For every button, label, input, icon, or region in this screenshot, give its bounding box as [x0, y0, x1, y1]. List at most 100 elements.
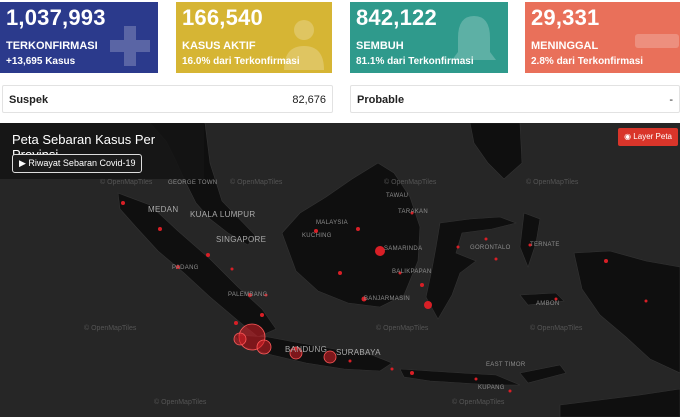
case-dot	[410, 211, 414, 215]
city-label: SINGAPORE	[216, 235, 267, 244]
map-header: Peta Sebaran Kasus Per Provinsi ▶ Riwaya…	[0, 123, 204, 179]
recovered-value: 842,122	[356, 5, 437, 30]
land-nusa	[399, 368, 521, 386]
card-deaths: 29,331 MENINGGAL 2.8% dari Terkonfirmasi	[525, 2, 680, 73]
province-map[interactable]: GEORGE TOWN MEDAN KUALA LUMPUR SINGAPORE…	[0, 123, 680, 417]
case-dot	[248, 293, 252, 297]
case-dot	[375, 246, 385, 256]
map-attribution: © OpenMapTiles	[530, 325, 583, 332]
case-dot	[398, 271, 402, 275]
probable-label: Probable	[357, 94, 405, 106]
case-dot	[644, 299, 648, 303]
confirmed-label: TERKONFIRMASI	[6, 40, 98, 52]
case-dot	[361, 296, 367, 302]
probable-row: Probable -	[350, 85, 680, 113]
active-sub: 16.0% dari Terkonfirmasi	[182, 56, 300, 67]
map-attribution: © OpenMapTiles	[526, 179, 579, 186]
land-borneo	[281, 162, 421, 308]
suspek-row: Suspek 82,676	[2, 85, 333, 113]
land-java	[233, 334, 393, 372]
map-attribution: © OpenMapTiles	[452, 399, 505, 406]
city-label: SAMARINDA	[384, 246, 423, 252]
case-dot	[424, 301, 432, 309]
case-dot	[348, 359, 352, 363]
case-dot	[356, 227, 360, 231]
case-dot	[484, 237, 488, 241]
map-attribution: © OpenMapTiles	[154, 399, 207, 406]
bell-icon	[452, 16, 496, 60]
minus-icon	[635, 34, 679, 48]
city-label: EAST TIMOR	[486, 362, 526, 368]
deaths-sub: 2.8% dari Terkonfirmasi	[531, 56, 644, 67]
layer-button[interactable]: ◉ Layer Peta	[618, 128, 678, 146]
city-label: GORONTALO	[470, 245, 511, 251]
probable-value: -	[669, 94, 673, 106]
city-label: AMBON	[536, 301, 560, 307]
layer-icon: ◉	[624, 132, 632, 141]
case-dot	[206, 253, 210, 257]
city-label: TARAKAN	[398, 209, 428, 215]
deaths-value: 29,331	[531, 5, 600, 30]
confirmed-value: 1,037,993	[6, 5, 106, 30]
card-active: 166,540 KASUS AKTIF 16.0% dari Terkonfir…	[176, 2, 332, 73]
layer-button-label: Layer Peta	[633, 132, 672, 141]
case-dot	[176, 265, 180, 269]
case-dot	[121, 201, 125, 205]
city-label: KUCHING	[302, 233, 332, 239]
case-dot	[230, 267, 234, 271]
card-recovered: 842,122 SEMBUH 81.1% dari Terkonfirmasi	[350, 2, 508, 73]
case-dot	[158, 227, 162, 231]
case-dot	[456, 245, 460, 249]
city-label: BANDUNG	[285, 345, 328, 354]
suspek-value: 82,676	[292, 94, 326, 106]
land-australia	[559, 388, 680, 417]
doctor-icon	[284, 20, 324, 70]
map-attribution: © OpenMapTiles	[376, 325, 429, 332]
active-label: KASUS AKTIF	[182, 40, 256, 52]
recovered-sub: 81.1% dari Terkonfirmasi	[356, 56, 474, 67]
case-dot	[494, 257, 498, 261]
history-button[interactable]: ▶ Riwayat Sebaran Covid-19	[12, 154, 143, 173]
map-canvas[interactable]	[0, 123, 680, 417]
case-dot	[420, 283, 424, 287]
city-label: TERNATE	[530, 242, 560, 248]
city-label: KUALA LUMPUR	[190, 210, 256, 219]
active-value: 166,540	[182, 5, 263, 30]
confirmed-sub: +13,695 Kasus	[6, 56, 76, 67]
recovered-label: SEMBUH	[356, 40, 404, 52]
city-label: TAWAU	[386, 193, 409, 199]
city-label: KUPANG	[478, 385, 505, 391]
deaths-label: MENINGGAL	[531, 40, 599, 52]
case-dot	[264, 293, 268, 297]
city-label: MALAYSIA	[316, 220, 348, 226]
case-dot	[474, 377, 478, 381]
land-papua	[573, 250, 680, 374]
suspek-label: Suspek	[9, 94, 49, 106]
city-label: GEORGE TOWN	[168, 180, 218, 186]
case-dot	[260, 313, 264, 317]
case-dot	[314, 229, 318, 233]
land-seram	[519, 292, 565, 306]
city-label: PALEMBANG	[228, 292, 268, 298]
city-label: PADANG	[172, 265, 199, 271]
case-dot-banten	[233, 332, 247, 346]
case-dot	[508, 389, 512, 393]
case-dot	[410, 371, 414, 375]
map-attribution: © OpenMapTiles	[100, 179, 153, 186]
case-dot	[234, 321, 238, 325]
city-label: MEDAN	[148, 205, 179, 214]
map-attribution: © OpenMapTiles	[384, 179, 437, 186]
land-sulawesi	[425, 216, 518, 320]
map-attribution: © OpenMapTiles	[84, 325, 137, 332]
land-maluku	[519, 212, 541, 268]
card-confirmed: 1,037,993 TERKONFIRMASI +13,695 Kasus	[0, 2, 158, 73]
city-label: BALIKPAPAN	[392, 269, 432, 275]
city-label: SURABAYA	[336, 348, 381, 357]
case-dot-central-java	[289, 346, 303, 360]
city-label: BANJARMASIN	[364, 296, 410, 302]
case-dot-east-java	[323, 350, 337, 364]
case-dot	[554, 297, 558, 301]
plus-icon	[110, 26, 150, 66]
case-dot	[338, 271, 342, 275]
land-timor	[519, 364, 567, 384]
